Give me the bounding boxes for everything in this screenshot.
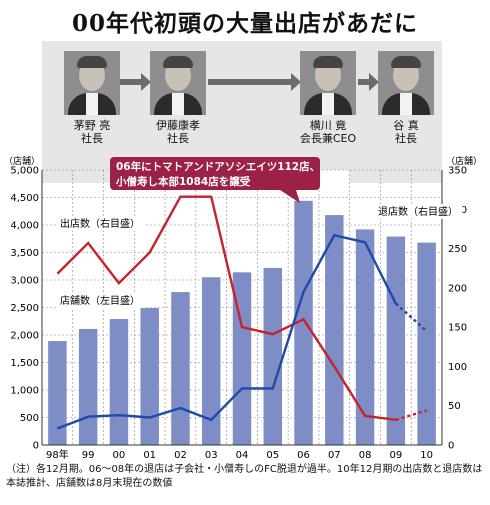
left-axis-unit: （店舗）	[4, 155, 40, 167]
executive-name: 谷 真	[393, 119, 419, 132]
line-closures-estimate	[395, 302, 428, 332]
executive-caption: 谷 真 社長	[366, 119, 446, 145]
category-label: 03	[205, 450, 218, 461]
category-label: 99	[82, 450, 95, 461]
bar-stores	[355, 229, 375, 445]
label-openings-backing	[57, 216, 145, 231]
bar-stores	[48, 341, 67, 445]
right-tick-label: 250	[448, 244, 467, 255]
bar-stores	[109, 319, 129, 445]
arrow-right-icon	[358, 73, 379, 91]
bar-stores	[263, 267, 282, 445]
category-label: 04	[236, 450, 249, 461]
executive-name: 横川 竟	[309, 119, 347, 132]
annotation-pointer	[280, 190, 300, 203]
right-tick-label: 200	[448, 283, 467, 294]
annotation-line1: 06年にトマトアンドアソシエイツ112店、	[116, 160, 320, 173]
bar-stores	[171, 292, 190, 445]
executive-photo	[150, 51, 206, 115]
executive-photo	[378, 51, 434, 115]
bar-stores	[78, 328, 98, 445]
executive-photo	[300, 51, 356, 115]
right-tick-label: 100	[448, 362, 467, 373]
arrow-right-icon	[208, 73, 301, 91]
category-label: 05	[266, 450, 279, 461]
left-tick-label: 5,000	[10, 166, 39, 177]
category-label: 07	[328, 450, 341, 461]
footnote: （注）各12月期。06～08年の退店は子会社・小僧寿しのFC脱退が過半。10年1…	[6, 464, 483, 489]
label-openings: 出店数（右目盛）	[60, 217, 140, 230]
executive-strip: 茅野 亮 社長 伊藤康孝 社長 横川 竟 会長兼CEO 谷 真 社長	[42, 41, 442, 183]
right-tick-label: 150	[448, 323, 467, 334]
left-tick-label: 3,500	[10, 248, 39, 259]
left-tick-label: 2,000	[10, 331, 39, 342]
executive-role: 社長	[167, 132, 189, 145]
category-label: 06	[297, 450, 310, 461]
left-tick-label: 2,500	[10, 303, 39, 314]
executive-role: 会長兼CEO	[299, 132, 357, 145]
bar-stores	[325, 215, 344, 445]
left-tick-label: 4,500	[10, 193, 39, 204]
category-label: 10	[420, 450, 433, 461]
executive-role: 社長	[81, 132, 103, 145]
right-tick-label: 0	[448, 441, 454, 452]
label-closures: 退店数（右目盛）	[378, 205, 458, 218]
store-count-chart: 05001,0001,5002,0002,5003,0003,5004,0004…	[4, 155, 482, 461]
left-tick-label: 1,500	[10, 358, 39, 369]
bar-stores	[140, 308, 159, 445]
bar-stores	[202, 277, 221, 445]
category-label: 00	[113, 450, 126, 461]
right-tick-label: 350	[448, 166, 467, 177]
bar-stores	[417, 242, 436, 445]
chart-title: 00年代初頭の大量出店があだに	[71, 10, 418, 37]
left-tick-label: 500	[20, 413, 39, 424]
executive-photo	[64, 51, 120, 115]
left-tick-label: 3,000	[10, 276, 39, 287]
right-axis-unit: （店舗）	[446, 155, 482, 167]
executive-name: 茅野 亮	[73, 119, 111, 132]
bar-stores	[386, 236, 406, 445]
executive-role: 社長	[395, 132, 417, 145]
right-tick-label: 50	[448, 401, 461, 412]
executive-caption: 横川 竟 会長兼CEO	[288, 119, 368, 145]
category-label: 98年	[46, 448, 69, 461]
executive-caption: 伊藤康孝 社長	[138, 119, 218, 145]
label-closures-backing	[375, 204, 463, 219]
category-label: 08	[359, 450, 372, 461]
annotation-line2: 小僧寿し本部1084店を譲受	[115, 175, 251, 188]
category-label: 02	[174, 450, 187, 461]
arrow-right-icon	[102, 73, 151, 91]
left-tick-label: 1,000	[10, 386, 39, 397]
annotation-box	[110, 157, 320, 190]
category-label: 01	[143, 450, 156, 461]
label-stores-backing	[57, 293, 145, 308]
category-label: 09	[389, 450, 402, 461]
executive-caption: 茅野 亮 社長	[52, 119, 132, 145]
left-tick-label: 4,000	[10, 221, 39, 232]
line-closures	[56, 233, 397, 430]
line-openings-estimate	[395, 409, 427, 422]
bar-stores	[232, 272, 252, 445]
left-tick-label: 0	[33, 441, 39, 452]
bar-stores	[294, 200, 313, 445]
label-stores: 店舗数（左目盛）	[60, 294, 140, 307]
line-openings	[56, 195, 396, 422]
executive-name: 伊藤康孝	[156, 119, 200, 132]
